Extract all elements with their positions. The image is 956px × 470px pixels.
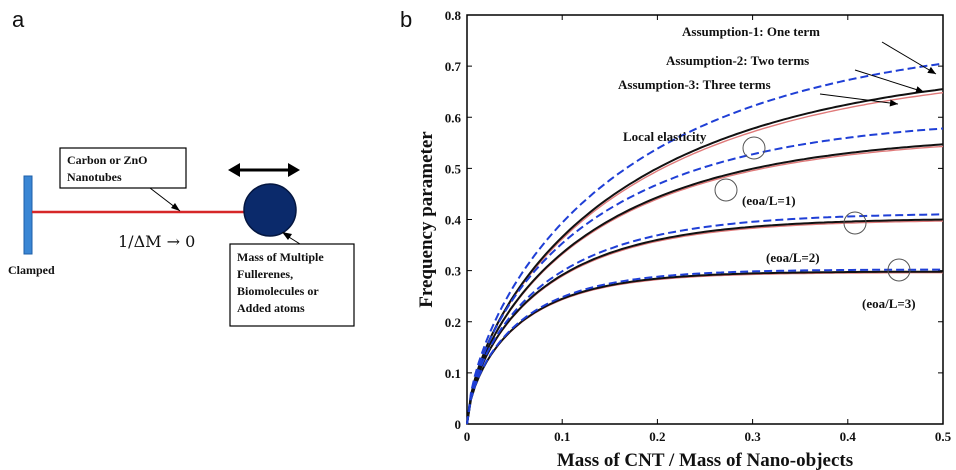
y-tick-label: 0.2 <box>445 315 461 330</box>
x-tick-label: 0 <box>464 429 471 444</box>
nanotube-pointer-head <box>171 203 180 211</box>
assumption-1-arrow-head <box>927 66 936 74</box>
eoa-2-marker <box>843 211 867 235</box>
curve-one-term <box>466 268 943 425</box>
assumption-3-label: Assumption-3: Three terms <box>618 77 771 92</box>
nanotube-label-box <box>59 147 187 189</box>
y-axis-title: Frequency parameter <box>416 131 437 308</box>
assumption-1-arrow <box>881 41 937 75</box>
y-tick-label: 0.7 <box>445 59 462 74</box>
mass-pointer-head <box>282 232 292 240</box>
curve-three-terms <box>466 220 944 425</box>
local-elasticity-label: Local elasticity <box>623 129 707 144</box>
nanotube-label-line1: Carbon or ZnO <box>67 153 147 167</box>
eoa-3-label: (eoa/L=3) <box>862 296 916 311</box>
x-tick-label: 0.2 <box>649 429 665 444</box>
x-axis-title: Mass of CNT / Mass of Nano-objects <box>557 450 853 470</box>
clamped-label: Clamped <box>8 263 55 277</box>
mass-label-line-2: Fullerenes, <box>237 267 293 281</box>
nanotube-label-line2: Nanotubes <box>67 170 122 184</box>
panel-a: a Carbon or ZnO Nanotubes 1/ΔM → 0 Clamp… <box>8 7 355 327</box>
formula-label: 1/ΔM → 0 <box>118 232 195 251</box>
curve-two-terms <box>466 143 944 425</box>
x-tick-label: 0.4 <box>840 429 857 444</box>
mass-label-line-4: Added atoms <box>237 301 305 315</box>
y-tick-label: 0 <box>455 417 462 432</box>
x-tick-label: 0.1 <box>554 429 570 444</box>
vibration-arrow-icon <box>228 163 300 177</box>
assumption-2-label: Assumption-2: Two terms <box>666 53 809 68</box>
mass-label-box <box>229 243 355 327</box>
curve-three-terms <box>466 145 944 425</box>
curve-one-term <box>466 62 944 425</box>
eoa-1-marker <box>714 178 738 202</box>
frequency-chart: 0 0.1 0.2 0.3 0.4 0.5 0 0.1 0.2 0.3 0.4 0.5 0.6 0.7 0.… <box>416 8 952 470</box>
curve-three-terms <box>466 92 944 425</box>
curve-one-term <box>466 213 943 425</box>
panel-a-label: a <box>12 7 25 32</box>
clamped-support <box>23 175 33 255</box>
mass-label-line-3: Biomolecules or <box>237 284 319 298</box>
curve-two-terms <box>466 88 944 425</box>
y-tick-label: 0.5 <box>445 161 462 176</box>
mass-label-line-1: Mass of Multiple <box>237 250 324 264</box>
y-tick-label: 0.4 <box>445 213 462 228</box>
assumption-1-label: Assumption-1: One term <box>682 24 820 39</box>
eoa-3-marker <box>887 258 911 282</box>
y-tick-label: 0.3 <box>445 264 462 279</box>
local-elasticity-marker <box>742 136 766 160</box>
assumption-2-arrow <box>854 69 925 93</box>
y-tick-label: 0.6 <box>445 110 462 125</box>
curve-two-terms <box>466 218 944 425</box>
panel-b-label: b <box>400 7 412 32</box>
attached-mass <box>243 183 297 237</box>
x-tick-label: 0.3 <box>744 429 761 444</box>
eoa-2-label: (eoa/L=2) <box>766 250 820 265</box>
y-tick-label: 0.1 <box>445 366 461 381</box>
panel-b: b 0 0.1 0.2 0.3 0.4 0.5 0 0.1 0.2 0.3 0.4 0.5 0.6 0.7… <box>400 7 952 470</box>
assumption-3-arrow-head <box>889 99 898 107</box>
eoa-1-label: (eoa/L=1) <box>742 193 796 208</box>
assumption-2-arrow-head <box>915 86 924 93</box>
y-tick-label: 0.8 <box>445 8 462 23</box>
curve-two-terms <box>466 270 944 425</box>
assumption-3-arrow <box>819 93 899 105</box>
x-tick-label: 0.5 <box>935 429 952 444</box>
curve-one-term <box>466 127 944 425</box>
